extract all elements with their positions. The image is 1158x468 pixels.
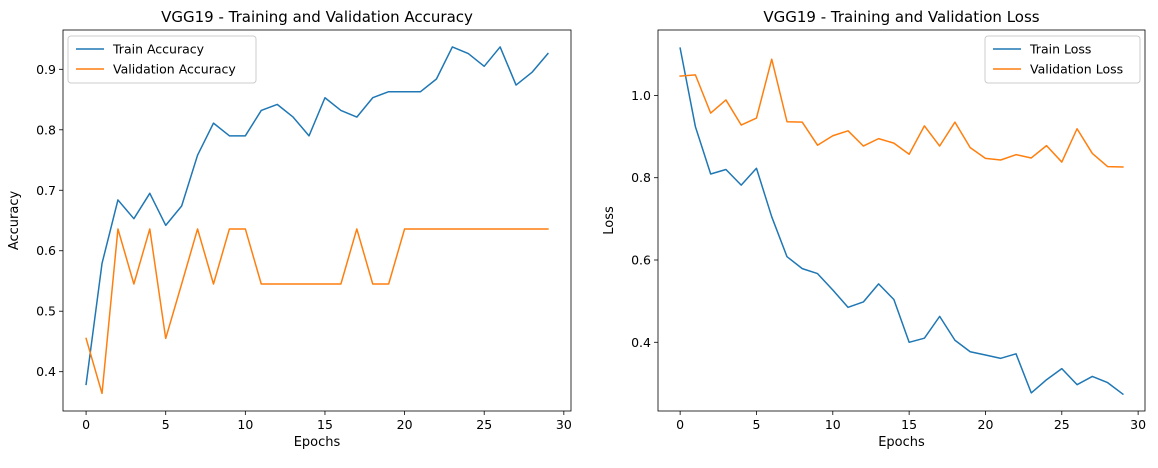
y-tick-label: 0.4 — [36, 364, 56, 379]
y-axis-label: Accuracy — [7, 191, 22, 251]
legend: Train Loss Validation Loss — [984, 35, 1141, 84]
x-tick-label: 15 — [901, 417, 917, 432]
legend-box — [984, 35, 1141, 84]
chart-title: VGG19 - Training and Validation Loss — [763, 8, 1039, 26]
x-tick-label: 10 — [825, 417, 841, 432]
x-axis-label: Epochs — [878, 435, 925, 450]
plot-area-frame — [657, 29, 1146, 412]
chart-1: 0 5 10 15 20 25 30 0.4 0.5 0.6 0.7 0.8 0.9 VGG19 - Tr… — [7, 8, 572, 450]
y-tick-label: 0.8 — [631, 170, 651, 185]
y-tick-label: 0.6 — [631, 252, 651, 267]
chart-title: VGG19 - Training and Validation Accuracy — [161, 8, 473, 26]
series-line-train-loss — [679, 47, 1124, 396]
legend-label: Validation Loss — [1030, 62, 1123, 77]
legend-label: Validation Accuracy — [113, 62, 236, 77]
plot-area-frame — [62, 29, 572, 412]
x-tick-label: 10 — [237, 417, 253, 432]
x-tick-label: 25 — [1054, 417, 1070, 432]
y-tick-label: 1.0 — [631, 88, 651, 103]
x-tick-label: 5 — [162, 417, 170, 432]
series-line-train-accuracy — [85, 46, 549, 386]
series-line-validation-accuracy — [85, 228, 549, 395]
x-tick-label: 20 — [397, 417, 413, 432]
x-tick-label: 30 — [556, 417, 572, 432]
y-tick-label: 0.5 — [36, 304, 56, 319]
y-axis-label: Loss — [602, 206, 617, 235]
legend-label: Train Accuracy — [112, 42, 205, 57]
legend: Train Accuracy Validation Accuracy — [67, 35, 257, 84]
x-tick-label: 25 — [476, 417, 492, 432]
legend-box — [67, 35, 257, 84]
y-tick-label: 0.7 — [36, 183, 56, 198]
y-tick-label: 0.8 — [36, 122, 56, 137]
x-tick-label: 0 — [676, 417, 684, 432]
chart-2: 0 5 10 15 20 25 30 0.4 0.6 0.8 1.0 VGG19 - Training… — [602, 8, 1146, 450]
y-tick-label: 0.6 — [36, 243, 56, 258]
x-axis-label: Epochs — [294, 435, 341, 450]
y-tick-label: 0.9 — [36, 62, 56, 77]
x-tick-label: 0 — [82, 417, 90, 432]
series-line-validation-loss — [679, 58, 1124, 168]
x-tick-label: 30 — [1130, 417, 1146, 432]
legend-label: Train Loss — [1029, 42, 1091, 57]
x-tick-label: 20 — [978, 417, 994, 432]
y-tick-label: 0.4 — [631, 335, 651, 350]
x-tick-label: 5 — [752, 417, 760, 432]
x-tick-label: 15 — [317, 417, 333, 432]
